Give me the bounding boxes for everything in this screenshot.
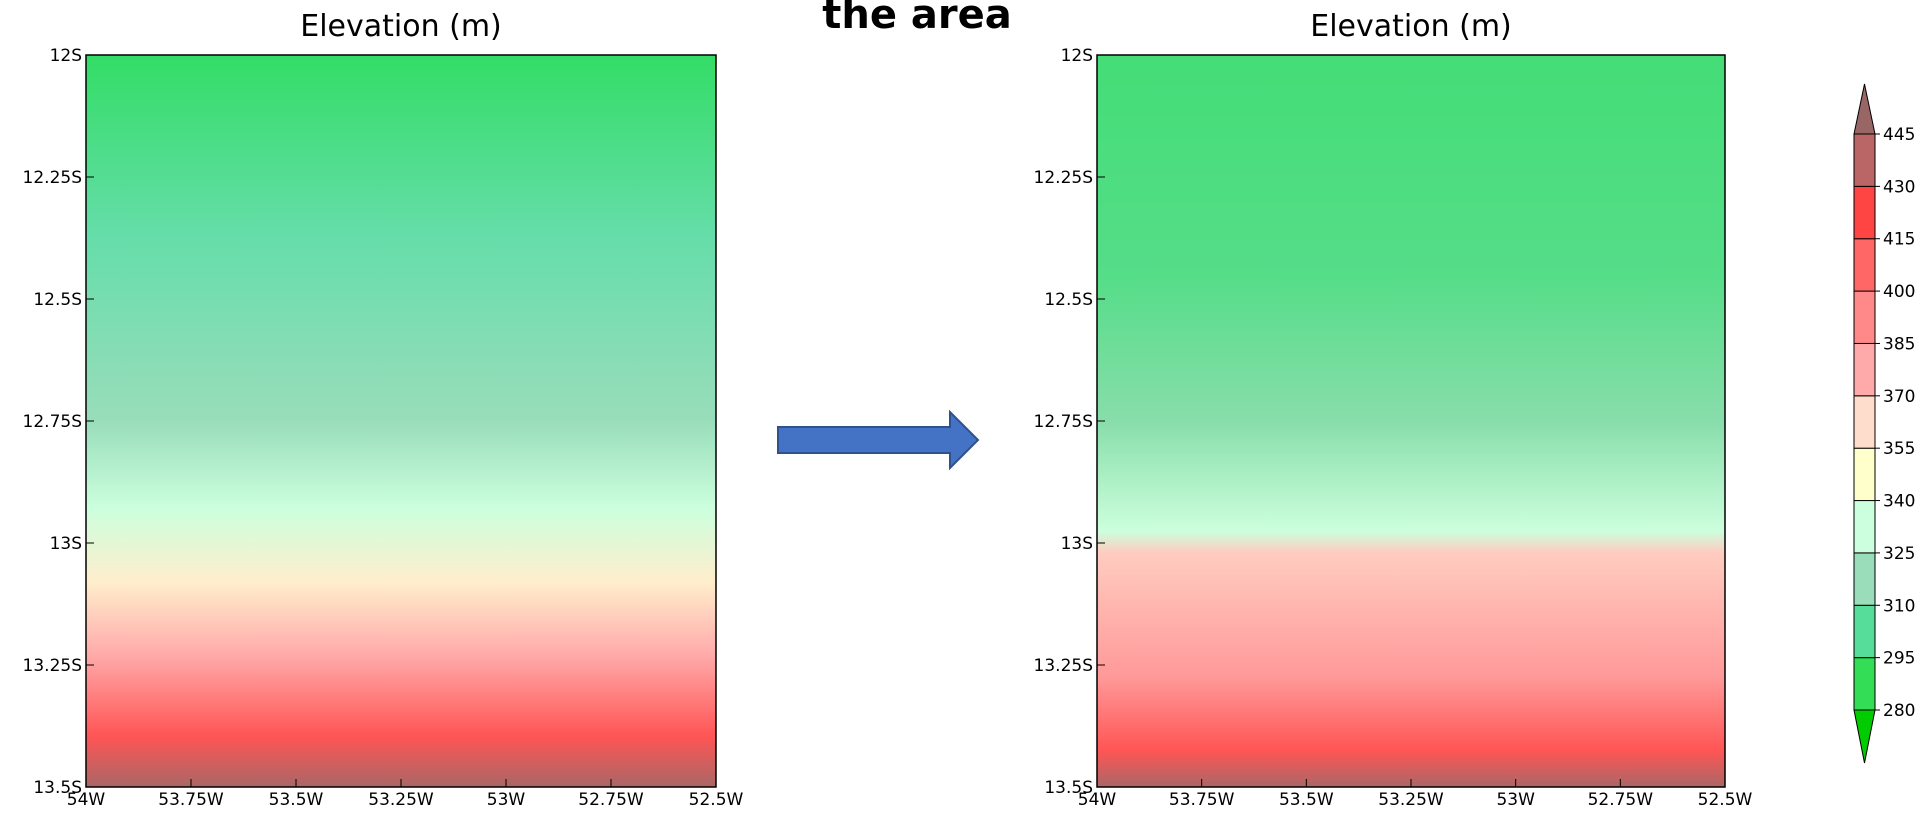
y-tick-label: 13.25S xyxy=(23,656,82,676)
colorbar-box xyxy=(1853,185,1876,240)
y-tick-label: 12.25S xyxy=(23,168,82,188)
x-tick-label: 53W xyxy=(1496,790,1535,810)
y-tick-label: 13S xyxy=(1061,534,1093,554)
colorbar-label: 325 xyxy=(1883,544,1915,564)
y-tick-label: 12S xyxy=(1061,46,1093,66)
colorbar-box xyxy=(1853,133,1876,187)
colorbar-box xyxy=(1853,342,1876,397)
y-tick-label: 12.5S xyxy=(1044,290,1093,310)
colorbar-label: 295 xyxy=(1883,649,1915,669)
map-title: Elevation (m) xyxy=(1310,9,1512,44)
x-tick-label: 52.5W xyxy=(689,790,744,810)
arrow xyxy=(777,409,980,471)
colorbar-box xyxy=(1853,395,1876,449)
x-tick-label: 52.5W xyxy=(1698,790,1753,810)
colorbar-label: 385 xyxy=(1883,334,1915,354)
colorbar-box xyxy=(1853,552,1876,606)
colorbar-label: 400 xyxy=(1883,282,1915,302)
x-tick-label: 53.75W xyxy=(158,790,224,810)
colorbar-label: 445 xyxy=(1883,125,1915,145)
x-tick-label: 54W xyxy=(67,790,106,810)
x-tick-label: 52.75W xyxy=(1588,790,1654,810)
colorbar-label: 280 xyxy=(1883,701,1915,721)
colorbar-box xyxy=(1853,447,1876,502)
y-tick-label: 12.25S xyxy=(1034,168,1093,188)
colorbar-label: 355 xyxy=(1883,439,1915,459)
colorbar-label: 340 xyxy=(1883,492,1915,512)
colorbar-box xyxy=(1853,604,1876,659)
y-tick-label: 13.5S xyxy=(1044,778,1093,798)
x-tick-label: 53.5W xyxy=(269,790,324,810)
y-tick-label: 12.75S xyxy=(1034,412,1093,432)
map-title: Elevation (m) xyxy=(300,9,502,44)
colorbar-label: 430 xyxy=(1883,177,1915,197)
colorbar-box xyxy=(1853,657,1876,711)
colorbar-box xyxy=(1853,238,1876,292)
colorbar-box xyxy=(1853,500,1876,554)
elevation-raster xyxy=(1097,55,1725,787)
x-tick-label: 53.25W xyxy=(368,790,434,810)
colorbar-label: 370 xyxy=(1883,387,1915,407)
x-tick-label: 53W xyxy=(487,790,526,810)
elevation-raster xyxy=(86,55,716,787)
x-tick-label: 52.75W xyxy=(578,790,644,810)
y-tick-label: 12.75S xyxy=(23,412,82,432)
y-tick-label: 12S xyxy=(50,46,82,66)
colorbar-under xyxy=(1853,709,1876,764)
x-tick-label: 53.75W xyxy=(1169,790,1235,810)
y-tick-label: 13.5S xyxy=(33,778,82,798)
y-tick-label: 12.5S xyxy=(33,290,82,310)
y-tick-label: 13S xyxy=(50,534,82,554)
y-tick-label: 13.25S xyxy=(1034,656,1093,676)
colorbar-label: 310 xyxy=(1883,596,1915,616)
x-tick-label: 53.25W xyxy=(1378,790,1444,810)
colorbar-over xyxy=(1853,83,1876,135)
x-tick-label: 54W xyxy=(1078,790,1117,810)
colorbar-label: 415 xyxy=(1883,230,1915,250)
colorbar-box xyxy=(1853,290,1876,344)
heading: the area xyxy=(822,0,1012,38)
x-tick-label: 53.5W xyxy=(1279,790,1334,810)
